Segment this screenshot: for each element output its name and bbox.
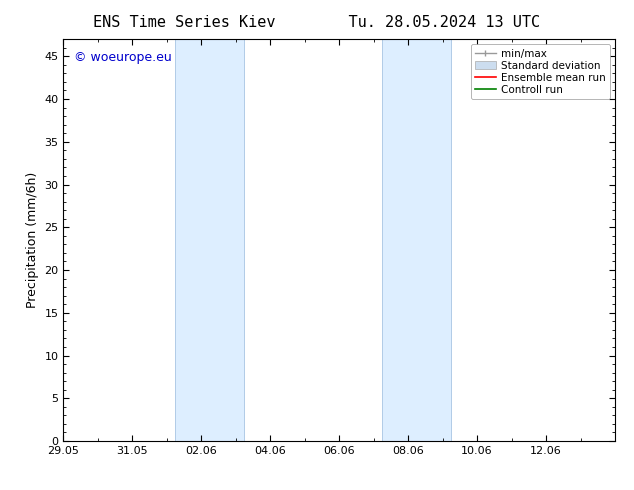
Bar [176,39,244,441]
Text: © woeurope.eu: © woeurope.eu [74,51,172,64]
Text: ENS Time Series Kiev        Tu. 28.05.2024 13 UTC: ENS Time Series Kiev Tu. 28.05.2024 13 U… [93,15,541,30]
Bar [382,39,451,441]
Y-axis label: Precipitation (mm/6h): Precipitation (mm/6h) [26,172,39,308]
Legend: min/max, Standard deviation, Ensemble mean run, Controll run: min/max, Standard deviation, Ensemble me… [470,45,610,99]
